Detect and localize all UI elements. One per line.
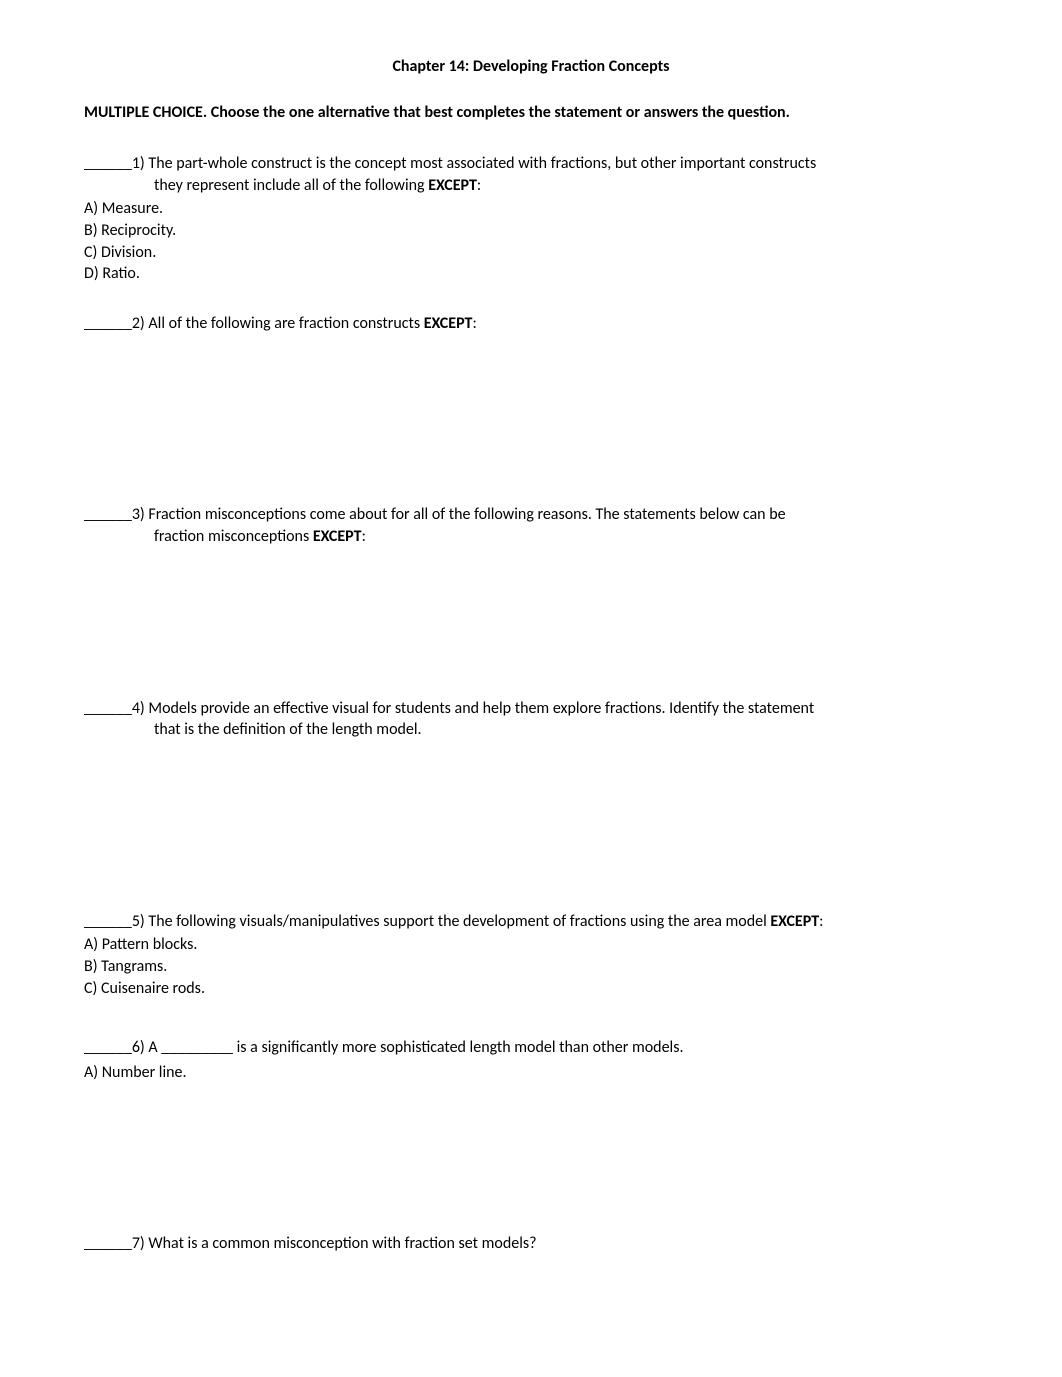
option-c: C) Cuisenaire rods. <box>84 978 978 1000</box>
question-2: ______ 2) All of the following are fract… <box>84 313 978 335</box>
q1-num: 1) <box>132 154 145 173</box>
answer-blank: ______ <box>84 153 132 175</box>
option-c: C) Division. <box>84 242 978 264</box>
q6-line1b: is a significantly more sophisticated le… <box>233 1038 684 1057</box>
q4-line1: Models provide an effective visual for s… <box>148 699 814 718</box>
except-word: EXCEPT <box>424 314 473 333</box>
q1-line2: they represent include all of the follow… <box>154 176 428 195</box>
question-text-cont: that is the definition of the length mod… <box>84 719 978 741</box>
colon: : <box>472 314 476 333</box>
option-a: A) Number line. <box>84 1062 978 1084</box>
question-7: ______ 7) What is a common misconception… <box>84 1233 978 1255</box>
question-text: 3) Fraction misconceptions come about fo… <box>132 504 978 526</box>
q1-line1: The part-whole construct is the concept … <box>148 154 816 173</box>
except-word: EXCEPT <box>770 912 819 931</box>
answer-blank: ______ <box>84 313 132 335</box>
question-text: 2) All of the following are fraction con… <box>132 313 978 335</box>
q1-options: A) Measure. B) Reciprocity. C) Division.… <box>84 198 978 284</box>
answer-blank: ______ <box>84 1037 132 1060</box>
q6-num: 6) <box>132 1038 145 1057</box>
answer-blank: ______ <box>84 698 132 720</box>
option-b: B) Tangrams. <box>84 956 978 978</box>
q6-options: A) Number line. <box>84 1062 978 1084</box>
answer-blank: ______ <box>84 1233 132 1255</box>
question-text: 1) The part-whole construct is the conce… <box>132 153 978 175</box>
question-text: 4) Models provide an effective visual fo… <box>132 698 978 720</box>
q2-line1: All of the following are fraction constr… <box>148 314 423 333</box>
colon: : <box>477 176 481 195</box>
q5-line1: The following visuals/manipulatives supp… <box>148 912 770 931</box>
q7-num: 7) <box>132 1234 145 1253</box>
except-word: EXCEPT <box>313 527 362 546</box>
option-a: A) Measure. <box>84 198 978 220</box>
option-a: A) Pattern blocks. <box>84 934 978 956</box>
question-4: ______ 4) Models provide an effective vi… <box>84 698 978 741</box>
q2-num: 2) <box>132 314 145 333</box>
question-text: 5) The following visuals/manipulatives s… <box>132 911 978 933</box>
answer-blank: ______ <box>84 911 132 933</box>
question-1: ______ 1) The part-whole construct is th… <box>84 153 978 285</box>
question-text: 6) A _________ is a significantly more s… <box>132 1037 978 1060</box>
q3-num: 3) <box>132 505 145 524</box>
instruction-line: MULTIPLE CHOICE. Choose the one alternat… <box>84 102 978 124</box>
question-5: ______ 5) The following visuals/manipula… <box>84 911 978 999</box>
colon: : <box>362 527 366 546</box>
question-text-cont: fraction misconceptions EXCEPT: <box>84 526 978 548</box>
question-3: ______ 3) Fraction misconceptions come a… <box>84 504 978 547</box>
answer-blank: ______ <box>84 504 132 526</box>
q7-line1: What is a common misconception with frac… <box>148 1234 536 1253</box>
question-text-cont: they represent include all of the follow… <box>84 175 978 197</box>
q3-line1: Fraction misconceptions come about for a… <box>148 505 785 524</box>
question-6: ______ 6) A _________ is a significantly… <box>84 1037 978 1083</box>
fill-in-blank: _________ <box>161 1037 233 1060</box>
question-text: 7) What is a common misconception with f… <box>132 1233 978 1255</box>
option-b: B) Reciprocity. <box>84 220 978 242</box>
q4-line2: that is the definition of the length mod… <box>154 720 422 739</box>
chapter-title: Chapter 14: Developing Fraction Concepts <box>84 56 978 78</box>
except-word: EXCEPT <box>428 176 477 195</box>
option-d: D) Ratio. <box>84 263 978 285</box>
colon: : <box>819 912 823 931</box>
q6-line1a: A <box>148 1038 161 1057</box>
q5-options: A) Pattern blocks. B) Tangrams. C) Cuise… <box>84 934 978 999</box>
q5-num: 5) <box>132 912 145 931</box>
q4-num: 4) <box>132 699 145 718</box>
q3-line2: fraction misconceptions <box>154 527 313 546</box>
